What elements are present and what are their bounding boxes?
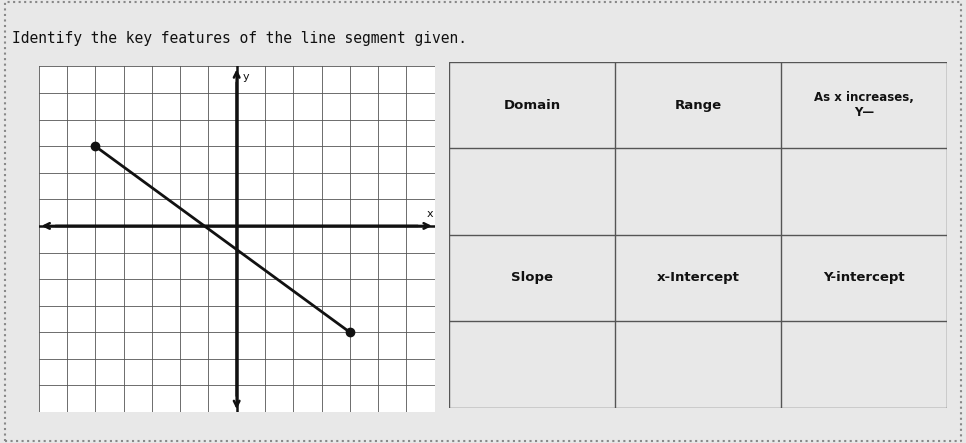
Text: As x increases,
Y—: As x increases, Y— bbox=[813, 91, 914, 119]
Text: x: x bbox=[426, 209, 433, 219]
Text: x-Intercept: x-Intercept bbox=[657, 272, 739, 284]
Text: Range: Range bbox=[674, 99, 722, 112]
Text: Y-intercept: Y-intercept bbox=[823, 272, 904, 284]
Text: Identify the key features of the line segment given.: Identify the key features of the line se… bbox=[12, 31, 467, 46]
Text: Domain: Domain bbox=[503, 99, 560, 112]
Text: y: y bbox=[242, 72, 249, 82]
Text: Slope: Slope bbox=[511, 272, 554, 284]
